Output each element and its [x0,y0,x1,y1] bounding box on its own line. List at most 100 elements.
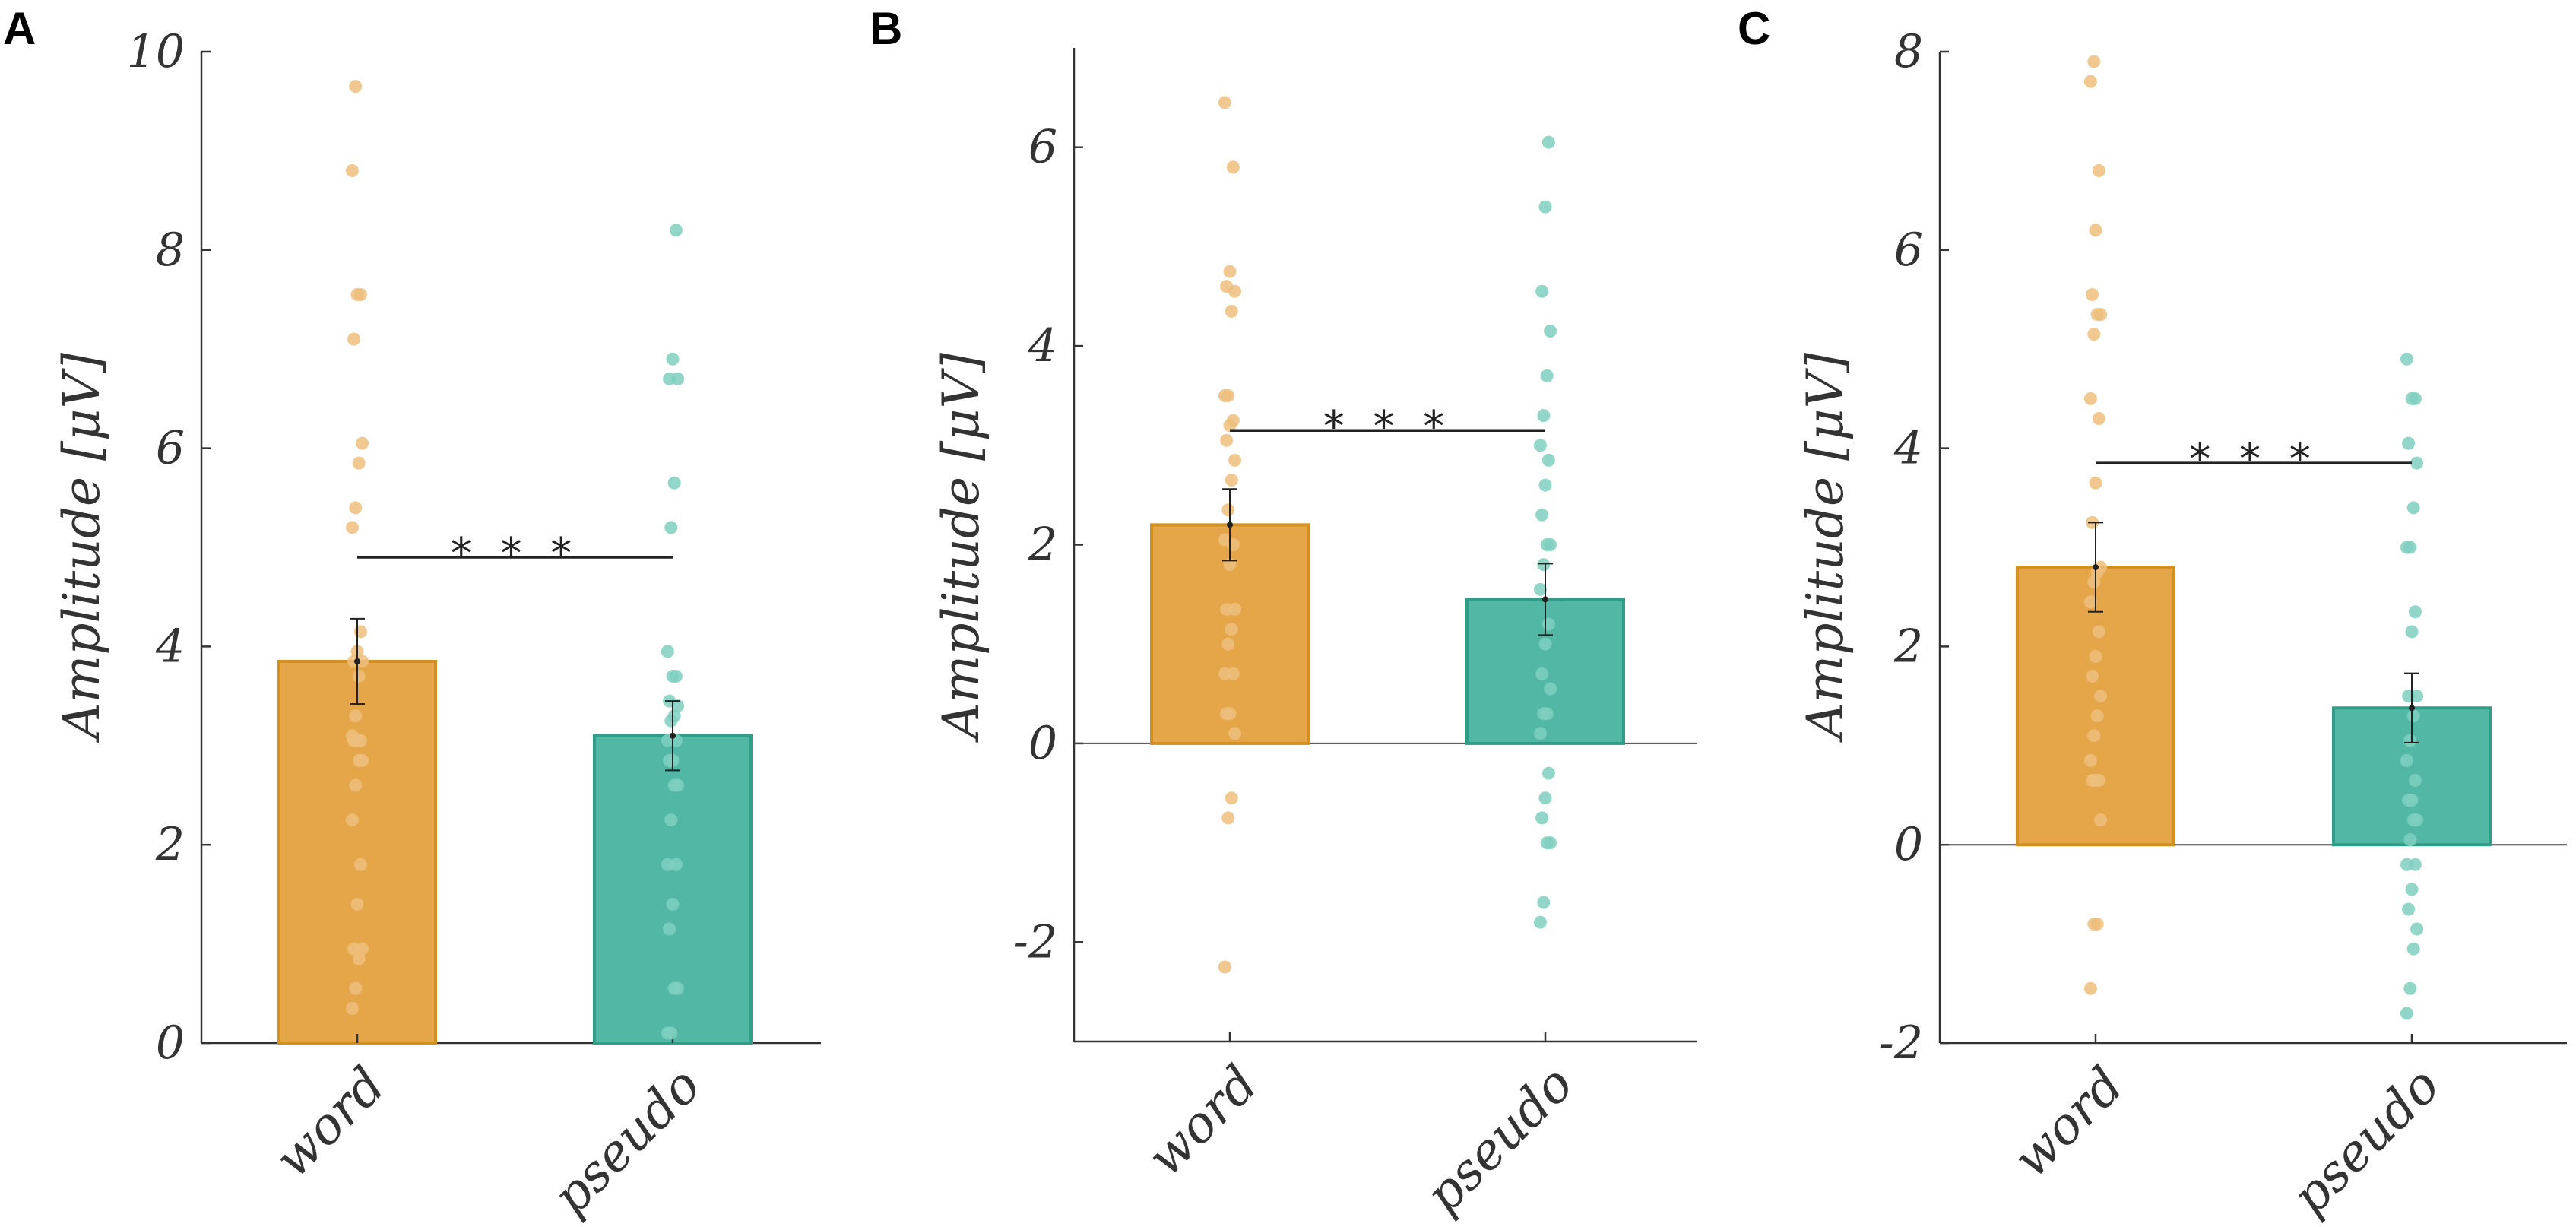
data-point-pseudo-c [2410,922,2424,936]
panel-letter-a: A [3,3,36,54]
data-point-word-a [349,981,363,995]
data-point-word-b [1225,623,1238,636]
data-point-pseudo-c [2405,794,2419,807]
data-point-word-c [2083,981,2097,995]
category-label-pseudo-a: pseudo [541,1056,711,1226]
data-point-word-c [2089,649,2102,663]
data-point-pseudo-c [2400,352,2413,366]
data-point-pseudo-a [671,981,685,995]
data-point-word-c [2086,287,2099,301]
data-point-word-a [350,897,364,911]
data-point-word-c [2094,308,2108,322]
y-tick-label-a: 10 [127,25,185,78]
data-point-word-a [352,952,366,965]
y-tick-label-a: 6 [156,422,185,475]
data-point-pseudo-a [664,521,678,534]
category-label-word-a: word [264,1056,397,1189]
data-point-pseudo-b [1538,478,1552,492]
data-point-word-a [345,163,359,177]
data-point-word-c [2083,753,2097,767]
y-axis-title-c: Amplitude [μV] [1796,353,1855,743]
data-point-word-b [1226,414,1240,427]
y-tick-label-c: 8 [1894,25,1923,78]
data-point-pseudo-b [1544,324,1557,338]
data-point-word-c [2094,813,2108,827]
data-point-pseudo-a [669,670,683,683]
data-point-word-b [1220,433,1234,447]
data-point-word-a [349,778,363,792]
data-point-pseudo-c [2408,773,2422,787]
data-point-pseudo-c [2406,709,2420,723]
data-point-pseudo-a [664,1026,678,1040]
data-point-word-a [352,456,366,470]
data-point-pseudo-b [1540,369,1554,382]
y-tick-label-b: -2 [1013,915,1057,969]
significance-label-a: * * * [451,529,580,579]
data-point-word-b [1218,96,1231,109]
data-point-word-c [2092,625,2105,639]
category-label-word-b: word [1136,1054,1269,1187]
data-point-word-a [349,709,363,723]
data-point-word-a [353,858,367,871]
data-point-pseudo-b [1533,582,1547,596]
y-tick-label-c: 4 [1893,422,1923,475]
data-point-word-a [352,670,366,683]
data-point-word-a [345,521,359,534]
data-point-pseudo-c [2402,902,2416,916]
data-point-pseudo-c [2408,392,2422,405]
data-point-word-c [2089,476,2102,490]
data-point-pseudo-b [1541,453,1555,467]
bar-word-a [277,659,437,1045]
data-point-pseudo-a [664,813,678,827]
data-point-pseudo-b [1544,538,1557,551]
data-point-pseudo-a [669,224,683,237]
panel-letter-b: B [870,3,902,54]
data-point-pseudo-c [2402,436,2416,450]
data-point-pseudo-b [1538,200,1552,214]
data-point-word-b [1225,474,1238,487]
data-point-word-b [1228,727,1242,740]
y-tick-label-a: 4 [155,620,185,673]
data-point-pseudo-b [1540,707,1554,721]
data-point-word-c [2083,75,2097,88]
data-point-word-a [356,753,369,767]
data-point-word-c [2089,224,2102,237]
mean-marker-b [1542,596,1548,603]
data-point-pseudo-c [2403,734,2417,747]
data-point-word-b [1223,707,1237,721]
data-point-pseudo-a [663,922,676,936]
data-point-pseudo-b [1535,811,1549,825]
data-point-pseudo-b [1538,791,1552,805]
data-point-pseudo-b [1538,637,1552,651]
y-tick-label-b: 6 [1028,121,1057,174]
mean-marker-a [670,732,676,739]
mean-marker-c [2409,705,2415,712]
data-point-pseudo-c [2410,456,2424,470]
data-point-word-c [2094,560,2108,574]
y-tick-label-c: 0 [1894,818,1923,871]
data-point-pseudo-c [2403,541,2417,554]
data-point-pseudo-a [661,858,674,871]
data-point-word-b [1218,960,1231,974]
data-point-word-b [1220,280,1234,293]
data-point-word-c [2086,670,2099,683]
data-point-pseudo-c [2410,813,2424,827]
data-point-word-a [345,813,359,827]
data-point-word-a [345,729,359,743]
data-point-pseudo-c [2403,981,2417,995]
data-point-pseudo-a [666,352,680,366]
data-point-pseudo-b [1535,284,1549,298]
y-tick-label-a: 8 [156,224,185,277]
data-point-pseudo-c [2400,1007,2413,1020]
data-point-word-c [2087,328,2101,341]
data-point-pseudo-c [2402,690,2416,703]
significance-label-c: * * * [2189,435,2318,484]
data-point-word-c [2083,595,2097,609]
y-tick-label-c: -2 [1879,1016,1923,1070]
data-point-word-c [2094,690,2108,703]
data-point-word-c [2092,411,2105,425]
data-point-word-b [1221,637,1235,651]
data-point-word-c [2092,163,2105,177]
data-point-pseudo-b [1535,667,1549,680]
data-point-word-a [345,1001,359,1015]
